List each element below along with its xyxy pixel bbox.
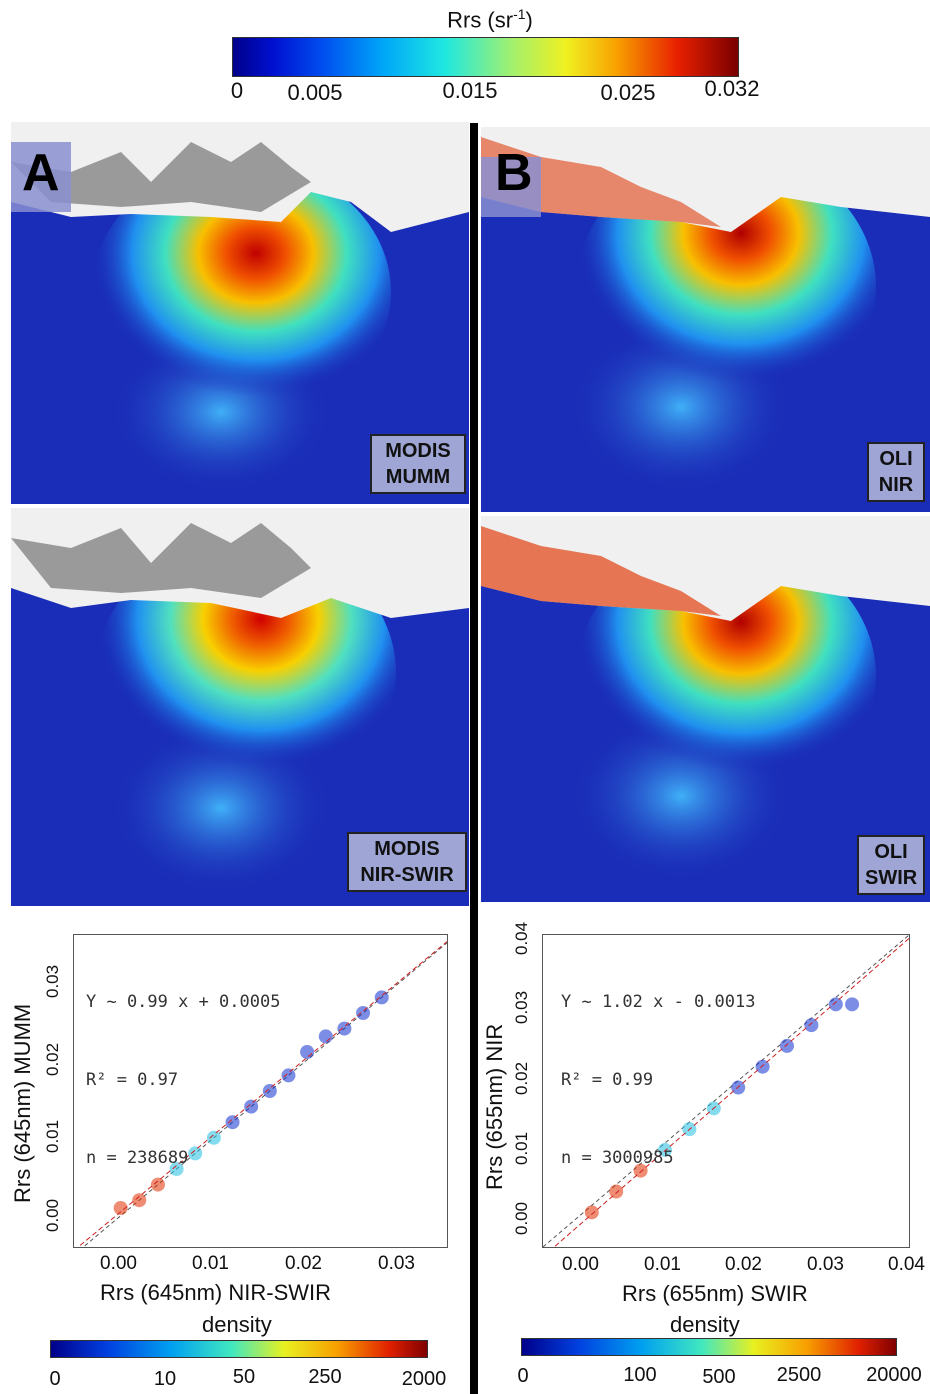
right-point — [609, 1184, 624, 1199]
stat-left-1: R² = 0.97 — [86, 1070, 179, 1090]
density-tick-left-1: 10 — [153, 1368, 177, 1390]
left-point — [318, 1029, 333, 1044]
density-colorbar-left — [50, 1340, 428, 1358]
top-tick-1: 0.005 — [287, 80, 343, 105]
right-point — [804, 1018, 819, 1033]
y-tick-left-2: 0.02 — [43, 1042, 62, 1076]
panel-divider — [470, 123, 478, 1394]
density-colorbar-right — [521, 1338, 897, 1356]
y-tick-left-0: 0.00 — [43, 1198, 62, 1232]
density-tick-right-0: 0 — [517, 1365, 529, 1387]
y-tick-right-2: 0.02 — [512, 1061, 531, 1095]
stat-right-2: n = 3000985 — [561, 1148, 674, 1168]
stat-left-2: n = 238689 — [86, 1148, 189, 1168]
map-modis-nirswir — [11, 508, 469, 906]
x-tick-left-0: 0.00 — [100, 1253, 137, 1274]
right-point — [658, 1142, 672, 1157]
y-tick-right-0: 0.00 — [512, 1201, 531, 1235]
stat-left-0: Y ~ 0.99 x + 0.0005 — [86, 992, 281, 1012]
y-tick-left-3: 0.03 — [43, 964, 62, 998]
x-tick-right-4: 0.04 — [888, 1254, 925, 1275]
panel-letter-a: A — [22, 144, 60, 202]
top-tick-2: 0.015 — [442, 78, 498, 103]
left-point — [300, 1045, 315, 1059]
x-tick-left-2: 0.02 — [285, 1253, 322, 1274]
right-point — [828, 997, 843, 1012]
x-label-right: Rrs (655nm) SWIR — [622, 1281, 808, 1306]
density-tick-left-4: 2000 — [401, 1368, 447, 1390]
top-colorbar-title: Rrs (sr-1) — [447, 6, 533, 33]
stat-right-0: Y ~ 1.02 x - 0.0013 — [561, 992, 756, 1012]
left-point — [281, 1068, 296, 1083]
left-point — [262, 1084, 277, 1098]
right-regression-line — [542, 938, 910, 1258]
density-tick-left-0: 0 — [49, 1368, 61, 1390]
density-tick-left-3: 250 — [308, 1366, 342, 1388]
y-tick-right-1: 0.01 — [512, 1131, 531, 1165]
y-tick-right-3: 0.03 — [512, 990, 531, 1024]
top-tick-3: 0.025 — [600, 80, 656, 105]
scatter-left: Y ~ 0.99 x + 0.0005 R² = 0.97 n = 238689 — [73, 934, 448, 1256]
stats-right: Y ~ 1.02 x - 0.0013 R² = 0.99 n = 300098… — [561, 937, 755, 1223]
density-tick-left-2: 50 — [232, 1366, 256, 1388]
y-label-left: Rrs (645nm) MUMM — [10, 1003, 35, 1203]
top-tick-4: 0.032 — [704, 76, 760, 101]
map-oli-swir — [481, 516, 930, 902]
right-point — [633, 1163, 648, 1178]
left-point — [225, 1115, 240, 1130]
x-tick-right-1: 0.01 — [644, 1254, 681, 1275]
left-point — [356, 1006, 371, 1020]
top-tick-0: 0 — [230, 78, 244, 103]
x-tick-right-0: 0.00 — [562, 1254, 599, 1275]
label-oli-nir: OLI NIR — [867, 442, 925, 502]
right-identity-line — [542, 934, 910, 1248]
y-tick-left-1: 0.01 — [43, 1119, 62, 1153]
stat-right-1: R² = 0.99 — [561, 1070, 654, 1090]
right-point — [584, 1205, 599, 1220]
left-point — [337, 1021, 352, 1036]
left-point — [188, 1146, 203, 1161]
density-label-left: density — [202, 1312, 272, 1337]
left-point — [244, 1099, 259, 1114]
map-modis-mumm — [11, 122, 469, 504]
x-tick-left-1: 0.01 — [192, 1253, 229, 1274]
left-point — [206, 1130, 221, 1145]
left-regression-line — [73, 941, 448, 1251]
x-tick-left-3: 0.03 — [378, 1253, 415, 1274]
left-point — [132, 1193, 147, 1208]
density-tick-right-1: 100 — [623, 1364, 657, 1386]
label-oli-swir: OLI SWIR — [857, 835, 925, 895]
x-tick-right-3: 0.03 — [807, 1254, 844, 1275]
density-tick-right-3: 2500 — [776, 1364, 822, 1386]
right-point — [845, 997, 860, 1012]
scatter-right: Y ~ 1.02 x - 0.0013 R² = 0.99 n = 300098… — [542, 934, 910, 1258]
x-label-left: Rrs (645nm) NIR-SWIR — [100, 1280, 332, 1305]
density-tick-right-2: 500 — [702, 1366, 736, 1388]
right-point — [755, 1059, 770, 1074]
y-label-right: Rrs (655nm) NIR — [482, 1023, 507, 1190]
label-modis-nirswir: MODIS NIR-SWIR — [347, 832, 467, 892]
panel-letter-b: B — [495, 144, 533, 202]
left-point — [113, 1201, 128, 1215]
y-tick-right-4: 0.04 — [512, 921, 531, 955]
top-colorbar — [232, 37, 739, 77]
left-point — [150, 1177, 165, 1192]
left-point — [374, 990, 389, 1005]
left-point — [169, 1162, 184, 1176]
stats-left: Y ~ 0.99 x + 0.0005 R² = 0.97 n = 238689 — [86, 937, 280, 1223]
right-point — [780, 1038, 794, 1053]
label-modis-mumm: MODIS MUMM — [370, 434, 466, 494]
map-oli-nir — [481, 127, 930, 512]
density-label-right: density — [670, 1312, 740, 1337]
x-tick-right-2: 0.02 — [725, 1254, 762, 1275]
density-tick-right-4: 20000 — [866, 1364, 922, 1386]
